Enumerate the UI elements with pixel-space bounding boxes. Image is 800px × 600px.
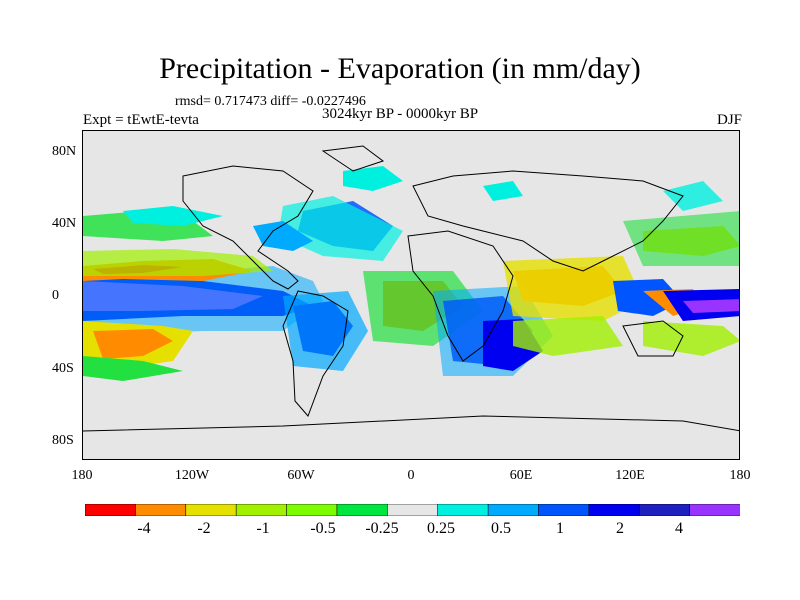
lon-label: 120E [615,468,645,483]
colorbar-swatch [588,504,641,516]
period-text: 3024kyr BP - 0000kyr BP [322,106,479,122]
colorbar-swatch [638,504,691,516]
colorbar-swatch [437,504,489,516]
map-title: Precipitation - Evaporation (in mm/day) [159,52,641,85]
colorbar-swatch [336,504,389,516]
colorbar-swatch [538,504,590,516]
lat-label: 0 [52,288,59,303]
coastlines [83,145,739,432]
colorbar-label: -0.5 [310,520,336,537]
stats-text: rmsd= 0.717473 diff= -0.0227496 [175,94,366,109]
colorbar-label: 4 [675,520,683,537]
lat-label: 80S [52,433,74,448]
colorbar-label: -2 [197,520,211,537]
season-label: DJF [716,112,742,128]
lat-label: 40N [52,216,77,231]
colorbar-swatch [689,504,740,516]
lon-label: 0 [407,468,415,483]
lon-label: 180 [729,468,751,483]
colorbar-label: 2 [616,520,624,537]
lat-label: 40S [52,361,74,376]
colorbar-swatch [135,504,187,516]
lon-label: 60W [287,468,315,483]
colorbar-swatch [387,504,439,516]
world-map [82,130,740,460]
colorbar-label: 0.25 [427,520,455,537]
field-layer [83,166,739,381]
colorbar-swatch [185,504,237,516]
colorbar-label: -4 [137,520,151,537]
lon-label: 180 [71,468,93,483]
map-field [83,145,739,432]
colorbar-swatch [85,504,137,516]
colorbar-label: -1 [256,520,270,537]
colorbar-label: 0.5 [491,520,511,537]
colorbar [85,504,740,516]
lon-label: 120W [174,468,210,483]
lon-label: 60E [509,468,533,483]
colorbar-label: 1 [556,520,564,537]
experiment-label: Expt = tEwtE-tevta [83,112,199,128]
colorbar-swatch [235,504,288,516]
colorbar-label: -0.25 [365,520,399,537]
lat-label: 80N [52,144,77,159]
colorbar-swatch [487,504,540,516]
colorbar-swatch [286,504,338,516]
